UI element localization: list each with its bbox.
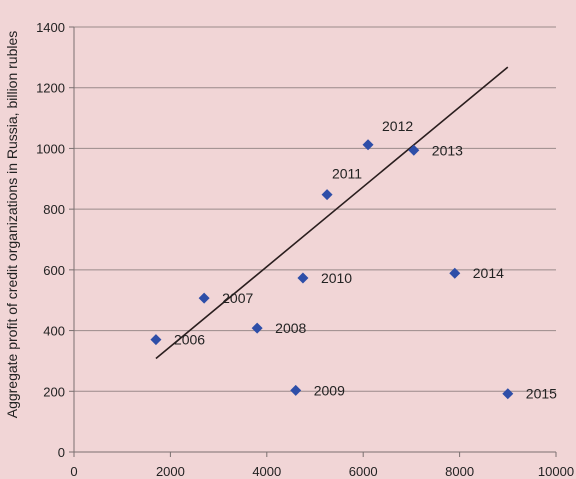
point-label-2015: 2015 [526, 386, 557, 402]
x-tick-label: 10000 [538, 464, 574, 479]
gridlines [74, 26, 556, 392]
data-point-2009[interactable] [290, 384, 302, 396]
data-point-2011[interactable] [321, 189, 333, 201]
point-label-2011: 2011 [332, 166, 362, 182]
tick-labels: 0 200 400 600 800 1000 1200 1400 0 2000 4000 6000 80… [36, 20, 574, 479]
x-tick-label: 0 [70, 464, 77, 479]
point-label-2012: 2012 [382, 118, 413, 134]
point-labels: 2006 2007 2008 2009 2010 2011 2012 2013 2014 2015 [174, 118, 557, 402]
point-label-2010: 2010 [321, 270, 352, 286]
axes [69, 26, 557, 457]
data-point-2010[interactable] [297, 272, 309, 284]
data-point-2007[interactable] [198, 292, 210, 304]
x-tick-label: 8000 [445, 464, 474, 479]
data-points [150, 139, 514, 400]
y-tick-label: 1000 [36, 141, 65, 156]
point-label-2013: 2013 [432, 142, 463, 158]
trendline-group [155, 66, 509, 360]
point-label-2014: 2014 [473, 265, 504, 281]
y-tick-label: 600 [43, 263, 65, 278]
data-point-2015[interactable] [502, 388, 514, 400]
y-tick-label: 200 [43, 384, 65, 399]
y-tick-label: 1400 [36, 20, 65, 35]
data-point-2008[interactable] [251, 322, 263, 334]
trendline [155, 66, 509, 360]
x-tick-label: 6000 [349, 464, 378, 479]
point-label-2008: 2008 [275, 320, 306, 336]
data-point-2013[interactable] [408, 144, 420, 156]
point-label-2006: 2006 [174, 332, 205, 348]
point-label-2009: 2009 [314, 382, 345, 398]
data-point-2012[interactable] [362, 139, 374, 151]
y-tick-label: 400 [43, 324, 65, 339]
x-tick-label: 2000 [156, 464, 185, 479]
y-tick-label: 0 [58, 445, 65, 460]
data-point-2014[interactable] [449, 267, 461, 279]
y-tick-label: 1200 [36, 81, 65, 96]
point-label-2007: 2007 [222, 290, 253, 306]
x-tick-label: 4000 [252, 464, 281, 479]
y-axis-title: Aggregate profit of credit organizations… [4, 31, 20, 419]
data-point-2006[interactable] [150, 334, 162, 346]
y-tick-label: 800 [43, 202, 65, 217]
